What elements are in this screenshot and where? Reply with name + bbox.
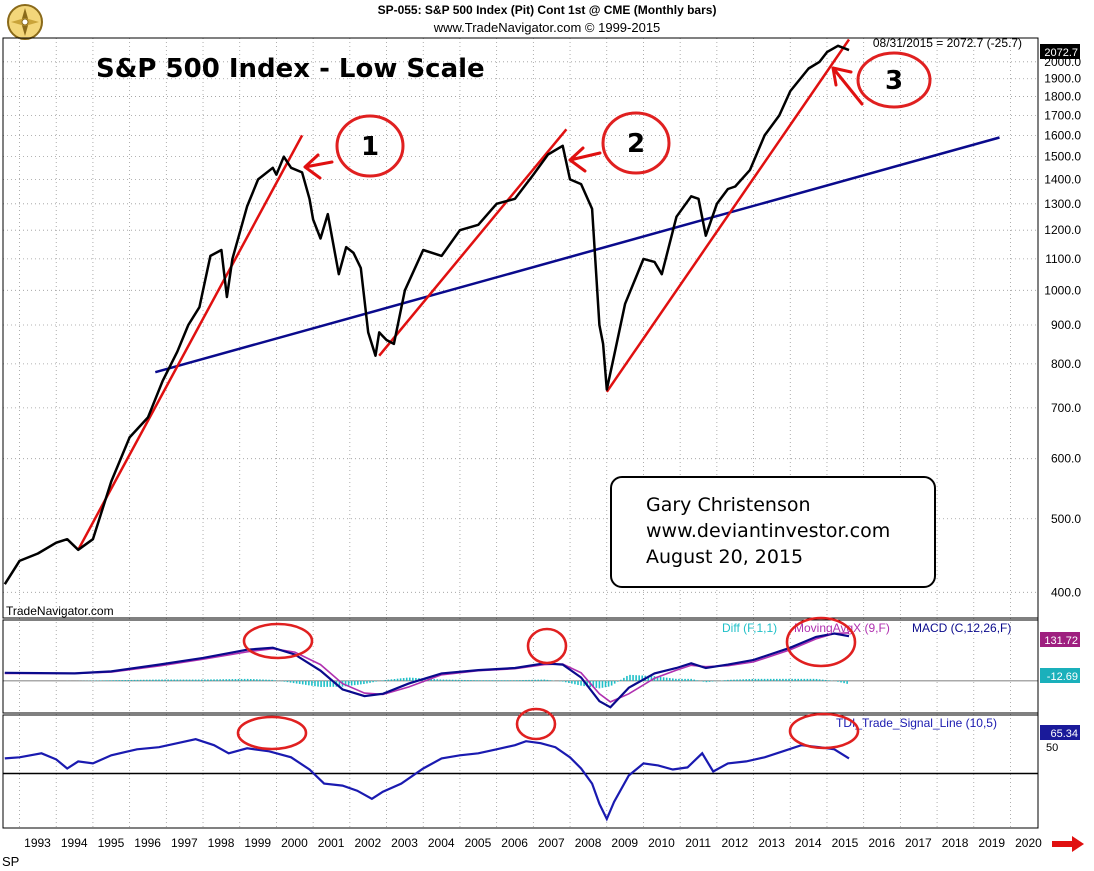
- red-trendline-1: [77, 134, 304, 551]
- legend-diff: Diff (F,1,1): [722, 621, 777, 635]
- y-tick-label: 800.0: [1051, 357, 1081, 371]
- y-tick-label: 500.0: [1051, 512, 1081, 526]
- chart-title: S&P 500 Index - Low Scale: [96, 54, 485, 84]
- x-tick-label: 2008: [575, 836, 602, 850]
- red-trendline-2: [378, 128, 568, 357]
- x-tick-label: 2012: [722, 836, 749, 850]
- credit-date: August 20, 2015: [646, 546, 804, 568]
- red-trendline-3: [605, 38, 851, 393]
- macd-badge: 131.72: [1044, 635, 1078, 647]
- legend-macd: MACD (C,12,26,F): [912, 621, 1011, 635]
- x-tick-label: 1997: [171, 836, 198, 850]
- x-tick-label: 1993: [24, 836, 51, 850]
- macd-highlight-circle: [526, 627, 568, 665]
- x-tick-label: 2004: [428, 836, 455, 850]
- x-tick-label: 1995: [98, 836, 125, 850]
- x-tick-label: 2015: [832, 836, 859, 850]
- pointer-arrow-2: [568, 146, 602, 173]
- x-tick-label: 1994: [61, 836, 88, 850]
- y-tick-label: 1500.0: [1044, 150, 1081, 164]
- x-tick-label: 2020: [1015, 836, 1042, 850]
- annotation-number: 2: [627, 129, 645, 159]
- grid-lines: [3, 38, 1038, 828]
- y-tick-label: 600.0: [1051, 452, 1081, 466]
- x-tick-label: 2014: [795, 836, 822, 850]
- y-tick-label: 1900.0: [1044, 72, 1081, 86]
- annotation-number: 3: [885, 66, 903, 96]
- macd-highlight-circle: [785, 616, 857, 668]
- x-tick-label: 2017: [905, 836, 932, 850]
- axis-labels: 1993 1994 1995 1996 1997 1998 1999 2000 2001 2002…: [6, 36, 1081, 850]
- annotations: 1 2 3: [236, 51, 932, 751]
- chart-header-symbol: SP-055: S&P 500 Index (Pit) Cont 1st @ C…: [377, 3, 717, 17]
- diff-badge: -12.69: [1047, 671, 1078, 683]
- x-tick-label: 2019: [978, 836, 1005, 850]
- x-tick-label: 1999: [244, 836, 271, 850]
- y-tick-label: 1100.0: [1045, 252, 1081, 266]
- y-tick-label: 400.0: [1051, 585, 1081, 599]
- x-tick-label: 2011: [685, 836, 711, 850]
- panel-frames: [2, 37, 1039, 829]
- macd-badge-bg: [1040, 632, 1080, 647]
- y-tick-label: 1800.0: [1044, 90, 1081, 104]
- legend-movingavg: MovingAvgX (9,F): [794, 621, 890, 635]
- x-tick-label: 2007: [538, 836, 565, 850]
- price-line: [3, 44, 850, 585]
- macd-line: [4, 632, 850, 709]
- y-tick-label: 1600.0: [1044, 128, 1081, 142]
- credit-box: Gary Christenson www.deviantinvestor.com…: [610, 476, 936, 588]
- annotation-circle-1: [335, 114, 405, 178]
- price-badge: 2072.7: [1044, 47, 1078, 59]
- tdi-highlight-circle: [236, 715, 308, 751]
- tdi-highlight-circle: [788, 712, 860, 750]
- y-tick-label: 1300.0: [1044, 197, 1081, 211]
- credit-name: Gary Christenson: [646, 494, 811, 516]
- last-quote: 08/31/2015 = 2072.7 (-25.7): [873, 36, 1022, 50]
- annotation-circle-2: [601, 111, 671, 175]
- x-tick-label: 2006: [501, 836, 528, 850]
- pointer-arrow-3: [831, 66, 864, 106]
- macd-signal-line: [4, 632, 850, 703]
- long-term-trendline: [154, 136, 1000, 374]
- y-tick-label: 1200.0: [1044, 223, 1081, 237]
- tdi-badge: 65.34: [1050, 728, 1078, 740]
- y-tick-label: 1700.0: [1044, 108, 1081, 122]
- chart-header-copyright: www.TradeNavigator.com © 1999-2015: [433, 20, 661, 35]
- x-tick-label: 2013: [758, 836, 785, 850]
- x-tick-label: 2005: [465, 836, 492, 850]
- tdi-badge-bg: [1040, 725, 1080, 740]
- x-tick-label: 2009: [611, 836, 638, 850]
- x-tick-label: 2003: [391, 836, 418, 850]
- tdi-level-label: 50: [1046, 742, 1058, 754]
- legend-tdi: TDI_Trade_Signal_Line (10,5): [836, 716, 997, 730]
- diff-badge-bg: [1040, 668, 1080, 683]
- trade-navigator-logo: [4, 2, 46, 42]
- tdi-highlight-circle: [515, 707, 557, 741]
- x-tick-label: 1998: [208, 836, 235, 850]
- watermark-text: TradeNavigator.com: [6, 604, 114, 618]
- plot-series: [3, 38, 1000, 822]
- macd-highlight-circle: [242, 622, 314, 660]
- credit-website: www.deviantinvestor.com: [646, 520, 891, 542]
- price-badge-bg: [1040, 44, 1080, 59]
- symbol-label: SP: [2, 854, 20, 869]
- x-tick-label: 2010: [648, 836, 675, 850]
- scroll-right-arrow-icon[interactable]: [1052, 836, 1084, 852]
- pointer-arrow-1: [303, 153, 334, 180]
- y-tick-label: 700.0: [1051, 401, 1081, 415]
- x-tick-label: 2002: [354, 836, 381, 850]
- y-tick-label: 1000.0: [1044, 283, 1081, 297]
- y-tick-label: 1400.0: [1044, 172, 1081, 186]
- tdi-line: [4, 738, 850, 822]
- annotation-circle-3: [856, 51, 932, 109]
- x-tick-label: 2001: [318, 836, 345, 850]
- y-tick-label: 900.0: [1051, 318, 1081, 332]
- annotation-number: 1: [361, 132, 379, 162]
- x-tick-label: 1996: [134, 836, 161, 850]
- x-tick-label: 2000: [281, 836, 308, 850]
- x-tick-label: 2018: [942, 836, 969, 850]
- x-tick-label: 2016: [868, 836, 895, 850]
